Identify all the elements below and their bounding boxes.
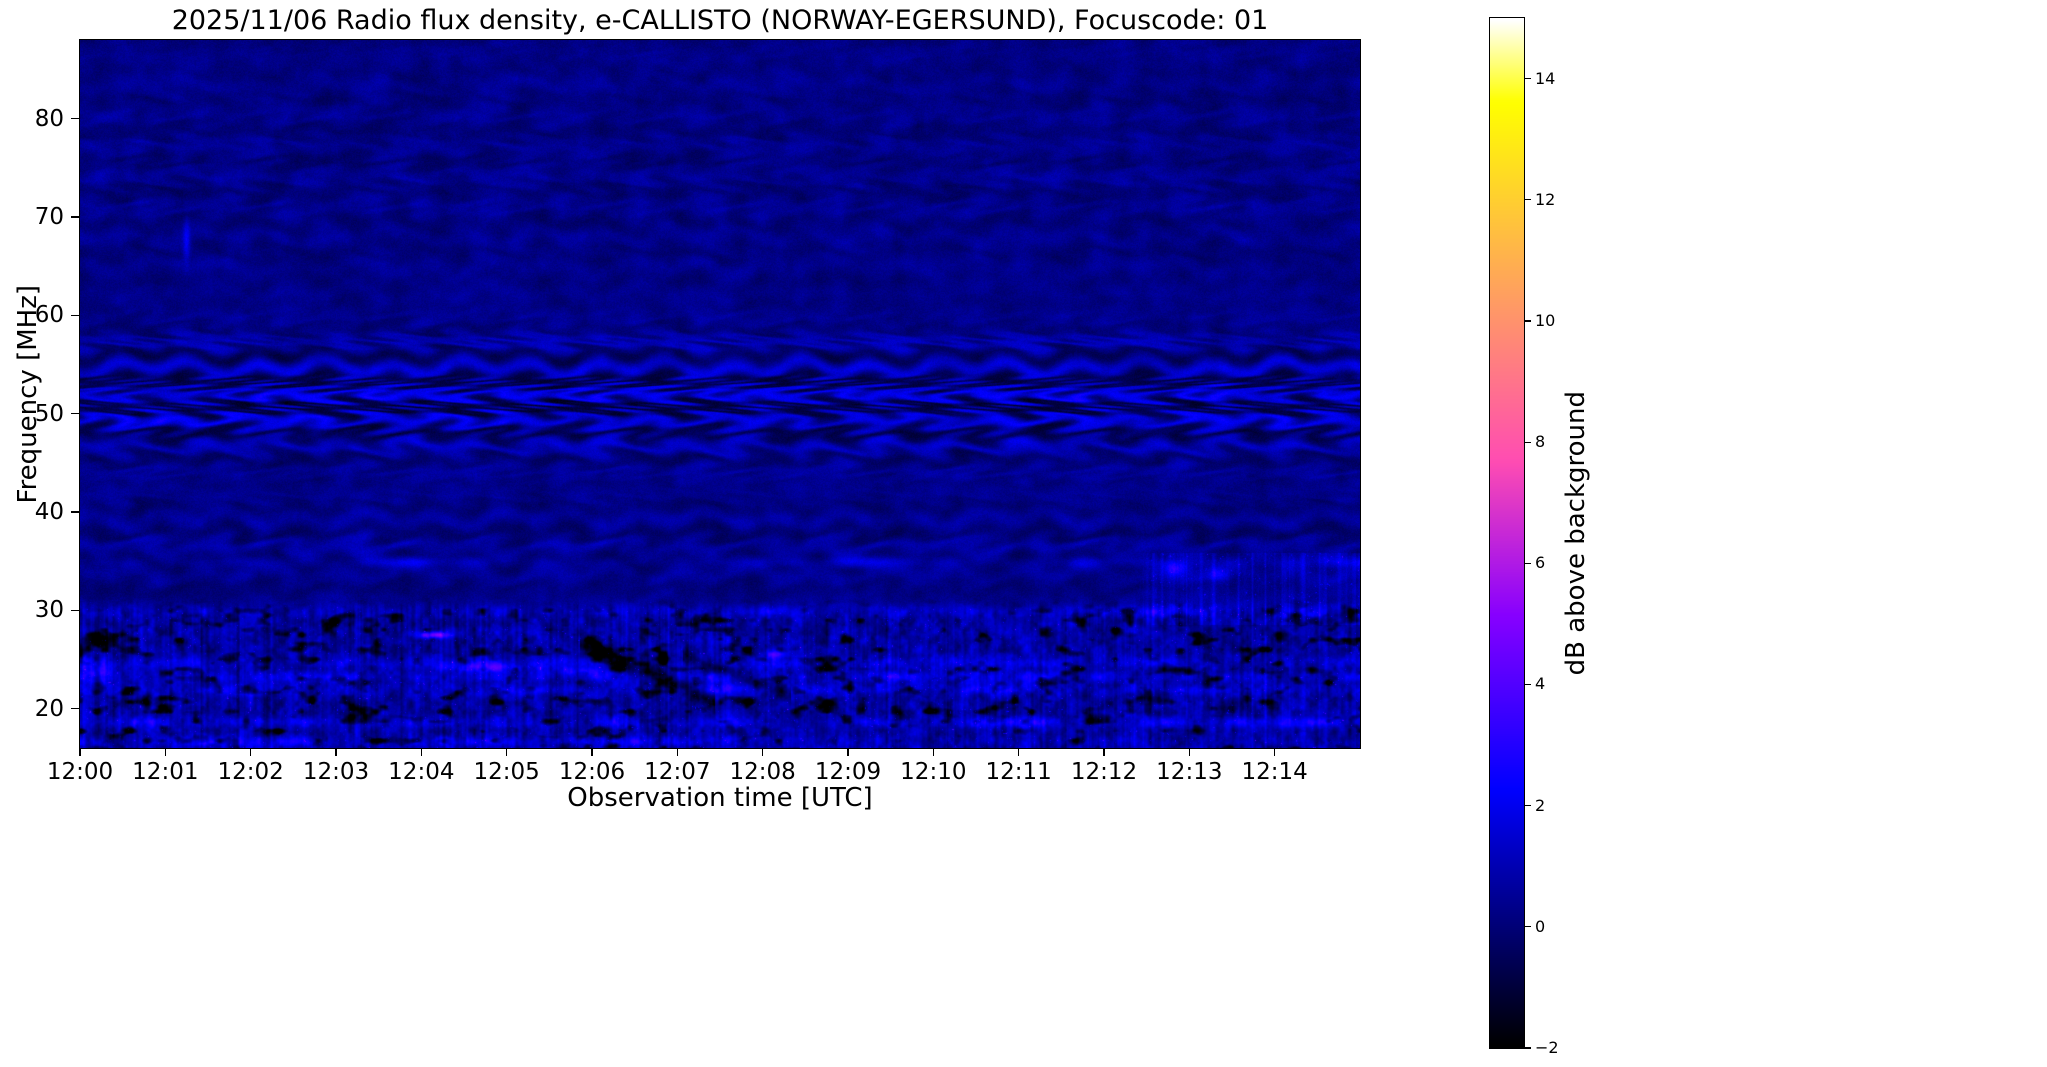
- x-tick-label: 12:00: [46, 759, 114, 785]
- x-tick-mark: [761, 749, 764, 756]
- y-tick-label: 70: [34, 204, 64, 230]
- colorbar-tick-label: −2: [1535, 1038, 1559, 1057]
- y-tick-mark: [71, 412, 79, 415]
- x-tick-mark: [1273, 749, 1276, 756]
- x-tick-mark: [420, 749, 423, 756]
- spectrogram-plot: [79, 39, 1361, 749]
- spectrogram-canvas: [80, 40, 1360, 748]
- x-tick-mark: [591, 749, 593, 756]
- colorbar-label-wrap: dB above background: [1558, 18, 1594, 1048]
- y-tick-label: 60: [34, 302, 64, 329]
- x-tick-label: 12:13: [1156, 759, 1223, 785]
- x-tick-label: 12:12: [1070, 759, 1138, 785]
- x-tick-label: 12:08: [729, 759, 796, 785]
- y-tick-label: 80: [34, 105, 64, 132]
- chart-title: 2025/11/06 Radio flux density, e-CALLIST…: [171, 5, 1269, 36]
- colorbar-tick-label: 4: [1535, 674, 1546, 694]
- x-tick-mark: [676, 749, 679, 756]
- x-tick-label: 12:07: [644, 759, 711, 785]
- colorbar-tick-mark: [1525, 1047, 1531, 1049]
- colorbar-gradient-canvas: [1490, 18, 1524, 1048]
- x-tick-mark: [1017, 749, 1020, 756]
- colorbar-tick-label: 0: [1535, 916, 1546, 936]
- colorbar-tick-label: 12: [1535, 189, 1556, 209]
- colorbar-tick-mark: [1525, 562, 1531, 564]
- y-tick-mark: [71, 707, 79, 710]
- colorbar-tick-mark: [1525, 926, 1531, 928]
- x-tick-mark: [1103, 749, 1105, 756]
- x-tick-mark: [847, 749, 849, 756]
- y-tick-mark: [71, 511, 79, 513]
- colorbar-tick-label: 8: [1535, 432, 1546, 452]
- y-tick-mark: [71, 314, 79, 317]
- colorbar-tick-mark: [1525, 199, 1531, 201]
- colorbar-tick-mark: [1525, 441, 1531, 443]
- x-tick-label: 12:04: [388, 759, 455, 785]
- colorbar: [1489, 17, 1525, 1049]
- colorbar-tick-mark: [1525, 683, 1531, 686]
- x-tick-label: 12:01: [132, 759, 199, 785]
- colorbar-tick-mark: [1525, 77, 1531, 80]
- x-tick-mark: [335, 749, 337, 756]
- colorbar-tick-label: 10: [1535, 310, 1556, 330]
- colorbar-tick-mark: [1525, 320, 1531, 322]
- x-tick-label: 12:06: [558, 759, 626, 785]
- y-tick-mark: [71, 216, 79, 218]
- y-tick-label: 50: [34, 400, 64, 427]
- x-tick-mark: [1188, 749, 1191, 756]
- x-tick-mark: [79, 749, 81, 756]
- x-tick-label: 12:02: [217, 759, 284, 785]
- x-tick-label: 12:09: [814, 759, 882, 785]
- colorbar-tick-label: 2: [1535, 795, 1546, 815]
- x-axis-label: Observation time [UTC]: [567, 783, 873, 813]
- x-tick-mark: [932, 749, 935, 756]
- x-tick-mark: [249, 749, 252, 756]
- colorbar-tick-mark: [1525, 805, 1531, 807]
- y-tick-label: 30: [34, 597, 64, 624]
- y-tick-mark: [71, 609, 79, 612]
- colorbar-tick-label: 6: [1535, 553, 1546, 573]
- y-tick-mark: [71, 117, 79, 120]
- x-tick-label: 12:05: [473, 759, 540, 785]
- x-tick-label: 12:11: [985, 759, 1052, 785]
- x-tick-mark: [164, 749, 167, 756]
- x-tick-label: 12:14: [1241, 759, 1308, 785]
- y-tick-label: 40: [34, 499, 64, 525]
- x-tick-label: 12:10: [900, 759, 967, 785]
- x-tick-mark: [505, 749, 508, 756]
- y-tick-label: 20: [34, 695, 64, 722]
- y-axis-label-wrap: Frequency [MHz]: [10, 40, 46, 748]
- x-tick-label: 12:03: [302, 759, 370, 785]
- colorbar-tick-label: 14: [1535, 68, 1556, 88]
